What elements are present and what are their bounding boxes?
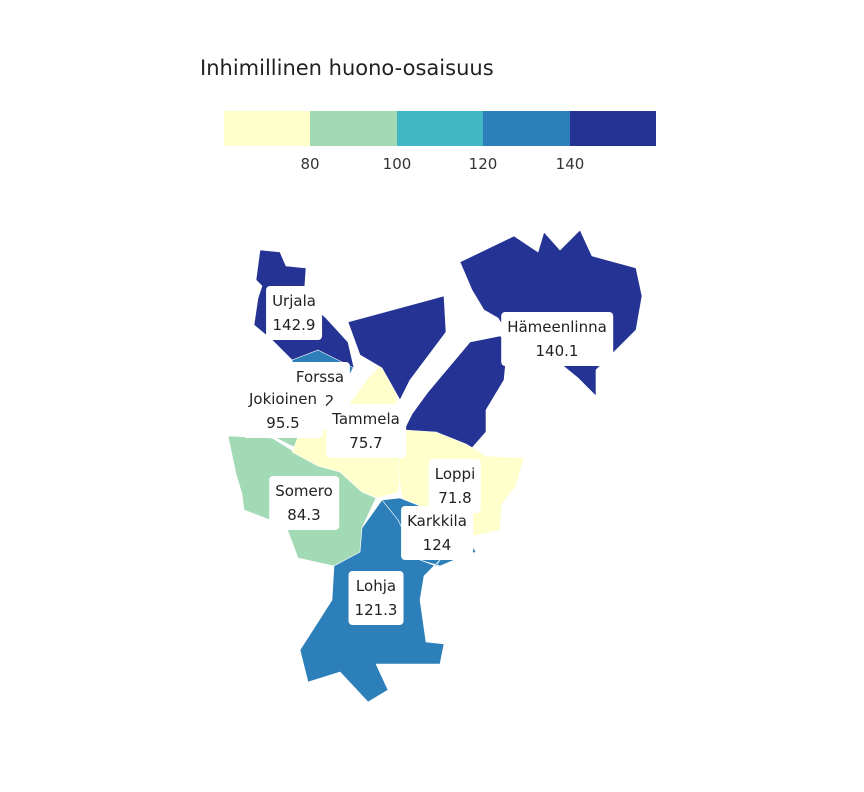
label-name: Lohja xyxy=(355,577,397,595)
label-name: Tammela xyxy=(332,410,400,428)
label-name: Urjala xyxy=(272,292,316,310)
label-somero: Somero 84.3 xyxy=(269,476,339,530)
label-value: 84.3 xyxy=(287,506,321,524)
label-hameenlinna: Hämeenlinna 140.1 xyxy=(501,312,613,366)
label-name: Karkkila xyxy=(407,512,467,530)
label-lohja: Lohja 121.3 xyxy=(348,571,404,625)
label-value: 95.5 xyxy=(266,414,300,432)
label-name: Loppi xyxy=(434,465,476,483)
color-legend xyxy=(224,111,657,146)
legend-swatch xyxy=(569,111,657,146)
label-name: Jokioinen xyxy=(248,390,318,408)
label-value: 71.8 xyxy=(438,489,472,507)
legend-tick: 100 xyxy=(382,155,412,173)
legend-tick: 80 xyxy=(300,155,320,173)
legend-title: Inhimillinen huono-osaisuus xyxy=(200,56,494,80)
label-urjala: Urjala 142.9 xyxy=(266,286,322,340)
label-name: Hämeenlinna xyxy=(507,318,607,336)
legend-swatch xyxy=(483,111,570,146)
label-loppi: Loppi 71.8 xyxy=(428,459,482,513)
label-tammela: Tammela 75.7 xyxy=(326,404,406,458)
legend-swatch xyxy=(310,111,397,146)
label-name: Somero xyxy=(275,482,333,500)
legend-swatch xyxy=(396,111,484,146)
label-value: 124 xyxy=(422,536,452,554)
label-value: 140.1 xyxy=(535,342,579,360)
legend-tick: 120 xyxy=(468,155,498,173)
label-karkkila: Karkkila 124 xyxy=(401,506,473,560)
legend-swatch xyxy=(224,111,311,146)
label-value: 75.7 xyxy=(349,434,383,452)
label-value: 142.9 xyxy=(272,316,316,334)
label-jokioinen: Jokioinen 95.5 xyxy=(242,384,324,438)
label-name: Forssa xyxy=(295,368,345,386)
region-urjala-east[interactable] xyxy=(347,295,447,401)
label-value: 121.3 xyxy=(354,601,398,619)
legend-tick: 140 xyxy=(555,155,585,173)
